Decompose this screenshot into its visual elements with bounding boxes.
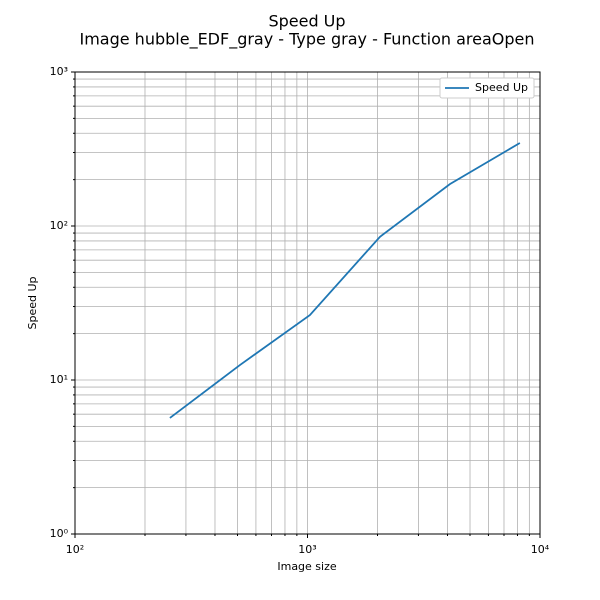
data-line [169, 142, 521, 419]
plot-frame [74, 71, 541, 535]
x-axis-label: Image size [277, 560, 337, 573]
x-tick-label: 10² [66, 543, 84, 556]
legend-box [439, 77, 535, 99]
legend-label: Speed Up [475, 81, 528, 94]
chart-title: Speed Up [268, 12, 345, 31]
y-axis-label: Speed Up [26, 276, 39, 329]
y-tick-label: 10² [50, 219, 68, 232]
x-tick-label: 10³ [298, 543, 316, 556]
y-tick-label: 10⁰ [50, 527, 69, 540]
y-tick-label: 10³ [50, 65, 68, 78]
chart-subtitle: Image hubble_EDF_gray - Type gray - Func… [79, 30, 534, 50]
y-tick-label: 10¹ [50, 373, 68, 386]
x-tick-label: 10⁴ [531, 543, 550, 556]
